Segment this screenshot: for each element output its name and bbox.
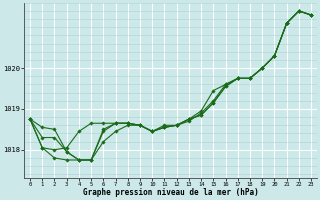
X-axis label: Graphe pression niveau de la mer (hPa): Graphe pression niveau de la mer (hPa): [83, 188, 259, 197]
